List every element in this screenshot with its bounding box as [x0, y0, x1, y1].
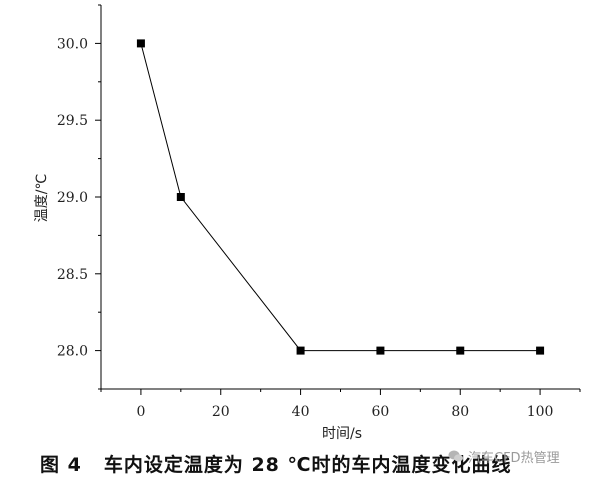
data-point: [536, 346, 545, 355]
data-point: [136, 39, 145, 48]
x-tick-label: 20: [212, 404, 230, 420]
chart: 0 20 40 60 80 100 28.0 28.5 29.0 29.5 30.0 时间/s 温度…: [34, 4, 581, 440]
y-tick-label: 30.0: [57, 36, 88, 52]
watermark-text: 汽车CFD热管理: [468, 451, 560, 466]
wechat-icon: [448, 450, 463, 462]
y-tick-label: 29.0: [57, 190, 88, 206]
x-tick-label: 100: [527, 404, 554, 420]
axes: 0 20 40 60 80 100 28.0 28.5 29.0 29.5 30.0: [57, 4, 581, 420]
data-point: [456, 346, 465, 355]
data-point: [296, 346, 305, 355]
x-tick-label: 60: [372, 404, 390, 420]
x-tick-label: 40: [292, 404, 310, 420]
figure-caption: 图 4 车内设定温度为 28 ℃时的车内温度变化曲线: [40, 450, 512, 477]
figure-number: 图 4: [40, 454, 82, 476]
x-axis-label: 时间/s: [322, 426, 362, 440]
y-tick-label: 28.5: [57, 267, 88, 283]
watermark: 汽车CFD热管理: [448, 447, 560, 466]
y-tick-label: 28.0: [57, 344, 88, 360]
figure-caption-text: 车内设定温度为 28 ℃时的车内温度变化曲线: [103, 454, 512, 476]
series-group: [136, 39, 545, 355]
series-line: [140, 43, 541, 352]
data-point: [376, 346, 385, 355]
y-axis-label: 温度/℃: [34, 174, 50, 222]
x-tick-label: 0: [136, 404, 145, 420]
data-point: [176, 193, 185, 201]
x-tick-label: 80: [451, 404, 469, 420]
y-tick-label: 29.5: [57, 113, 88, 129]
